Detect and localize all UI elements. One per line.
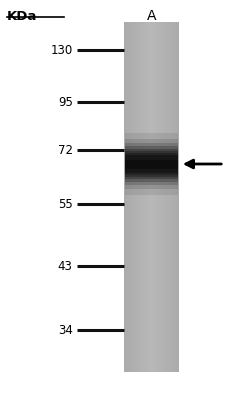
Bar bbox=[178, 22, 179, 372]
Text: KDa: KDa bbox=[7, 10, 37, 23]
Text: 43: 43 bbox=[58, 260, 73, 272]
Bar bbox=[137, 22, 138, 372]
Bar bbox=[172, 22, 173, 372]
Bar bbox=[146, 22, 147, 372]
Bar bbox=[129, 22, 130, 372]
Bar bbox=[126, 22, 127, 372]
Bar bbox=[173, 22, 174, 372]
Bar bbox=[134, 22, 135, 372]
Bar bbox=[139, 22, 140, 372]
Bar bbox=[147, 22, 148, 372]
Bar bbox=[124, 22, 125, 372]
Bar bbox=[136, 22, 137, 372]
Text: 130: 130 bbox=[50, 44, 73, 56]
Bar bbox=[167, 22, 168, 372]
Bar bbox=[169, 22, 170, 372]
Bar bbox=[156, 22, 157, 372]
Bar bbox=[125, 143, 178, 185]
Bar bbox=[174, 22, 175, 372]
Bar bbox=[168, 22, 169, 372]
Bar bbox=[152, 22, 153, 372]
Bar bbox=[163, 22, 164, 372]
Bar bbox=[125, 133, 178, 195]
Bar bbox=[141, 22, 142, 372]
Bar bbox=[176, 22, 177, 372]
Text: 55: 55 bbox=[58, 198, 73, 210]
Bar bbox=[125, 155, 178, 173]
Bar bbox=[151, 22, 152, 372]
Bar bbox=[131, 22, 132, 372]
Bar bbox=[135, 22, 136, 372]
Bar bbox=[128, 22, 129, 372]
Bar bbox=[166, 22, 167, 372]
Bar bbox=[161, 22, 162, 372]
Bar bbox=[170, 22, 171, 372]
Bar bbox=[142, 22, 143, 372]
Bar bbox=[125, 160, 178, 168]
Text: 95: 95 bbox=[58, 96, 73, 108]
Bar bbox=[150, 22, 151, 372]
Bar bbox=[164, 22, 165, 372]
Bar bbox=[133, 22, 134, 372]
Bar bbox=[140, 22, 141, 372]
Bar bbox=[171, 22, 172, 372]
Text: 34: 34 bbox=[58, 324, 73, 336]
Bar bbox=[153, 22, 154, 372]
Bar bbox=[125, 22, 126, 372]
Bar bbox=[125, 153, 178, 175]
Bar bbox=[155, 22, 156, 372]
Bar bbox=[143, 22, 144, 372]
Bar bbox=[148, 22, 149, 372]
Bar bbox=[154, 22, 155, 372]
Text: 72: 72 bbox=[58, 144, 73, 156]
Bar bbox=[160, 22, 161, 372]
Bar bbox=[158, 22, 159, 372]
Bar bbox=[125, 146, 178, 182]
Bar bbox=[132, 22, 133, 372]
Bar bbox=[127, 22, 128, 372]
Bar bbox=[138, 22, 139, 372]
Bar bbox=[125, 149, 178, 179]
Bar bbox=[144, 22, 145, 372]
Bar bbox=[159, 22, 160, 372]
Bar bbox=[165, 22, 166, 372]
Bar bbox=[130, 22, 131, 372]
Bar bbox=[162, 22, 163, 372]
Bar bbox=[149, 22, 150, 372]
Bar bbox=[157, 22, 158, 372]
Bar bbox=[175, 22, 176, 372]
Bar bbox=[125, 139, 178, 189]
Text: A: A bbox=[147, 9, 156, 23]
Bar bbox=[125, 151, 178, 177]
Bar bbox=[177, 22, 178, 372]
Bar bbox=[145, 22, 146, 372]
